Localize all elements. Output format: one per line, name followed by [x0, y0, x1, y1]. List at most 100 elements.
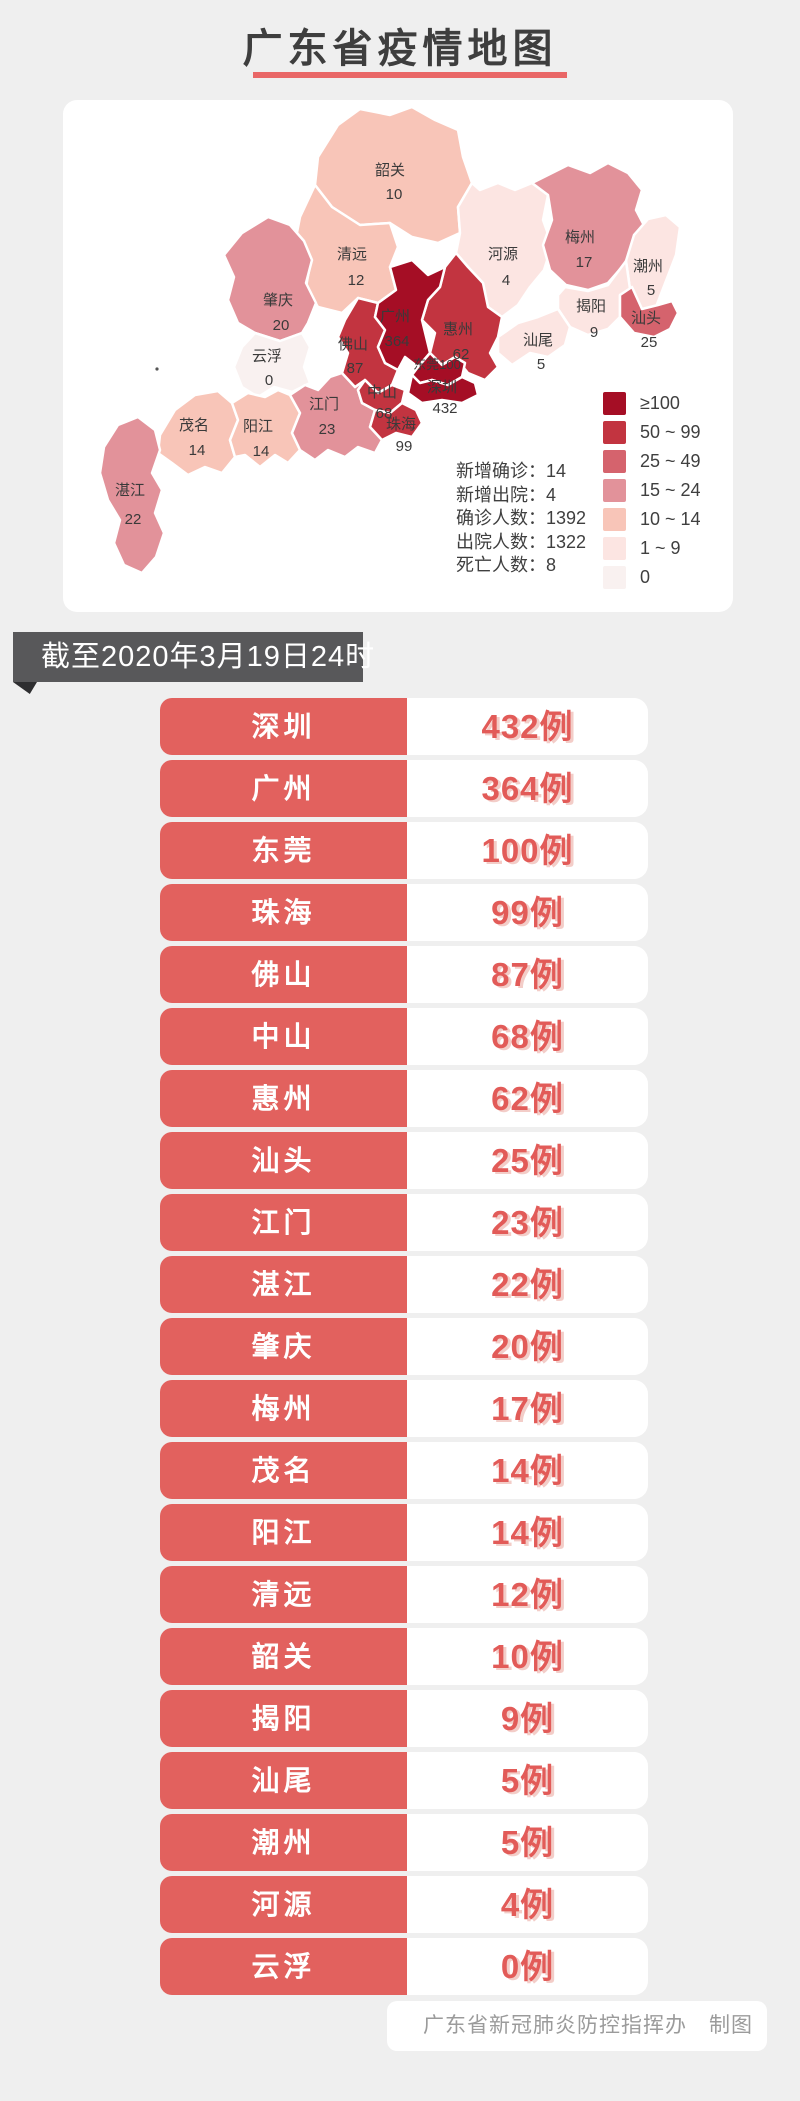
case-count: 14例: [407, 1504, 648, 1561]
title-underline: [253, 72, 567, 78]
table-row: 梅州 17例: [160, 1380, 648, 1437]
table-row: 湛江 22例: [160, 1256, 648, 1313]
legend-label: 0: [640, 567, 651, 587]
city-pill: 汕头: [160, 1132, 407, 1189]
footer-credit: 广东省新冠肺炎防控指挥办 制图: [423, 2014, 753, 2037]
map-label-maoming: 14: [189, 442, 206, 459]
table-row: 惠州 62例: [160, 1070, 648, 1127]
legend-swatch: [603, 421, 626, 444]
footer: 广东省新冠肺炎防控指挥办 制图: [387, 2001, 767, 2051]
map-label-guangzhou: 364: [384, 333, 409, 350]
stat-line: 出院人数：1322: [456, 531, 587, 552]
table-row: 汕尾 5例: [160, 1752, 648, 1809]
city-pill: 清远: [160, 1566, 407, 1623]
city-pill: 汕尾: [160, 1752, 407, 1809]
map-label-shanwei: 汕尾: [523, 332, 553, 349]
map-label-shanwei: 5: [537, 356, 545, 373]
city-pill: 茂名: [160, 1442, 407, 1499]
map-label-zhanjiang: 22: [125, 511, 142, 528]
case-count: 23例: [407, 1194, 648, 1251]
date-ribbon-label: 截至2020年3月19日24时: [41, 641, 376, 673]
map-label-heyuan: 河源: [488, 246, 518, 263]
table-row: 江门 23例: [160, 1194, 648, 1251]
guangdong-choropleth-map: 韶关 10 清远 12 河源 4 梅州 17 潮州 5 揭阳 9 汕尾 5 汕头 25 肇庆 20 云浮 0 茂名 14 阳…: [98, 105, 682, 575]
legend-label: 25 ~ 49: [640, 451, 701, 471]
map-region-guangzhou: [373, 258, 447, 372]
map-label-shaoguan: 韶关: [375, 162, 405, 179]
map-label-yangjiang: 阳江: [243, 418, 273, 435]
legend-swatch: [603, 392, 626, 415]
case-count: 17例: [407, 1380, 648, 1437]
legend-label: 15 ~ 24: [640, 480, 701, 500]
map-label-jiangmen: 23: [319, 421, 336, 438]
city-pill: 韶关: [160, 1628, 407, 1685]
map-label-yangjiang: 14: [253, 443, 270, 460]
page-title: 广东省疫情地图: [242, 27, 558, 71]
legend-label: 1 ~ 9: [640, 538, 681, 558]
map-label-heyuan: 4: [502, 272, 510, 289]
stats-block: 新增确诊：14 新增出院：4 确诊人数：1392 出院人数：1322 死亡人数：8: [456, 460, 586, 578]
case-count: 25例: [407, 1132, 648, 1189]
map-label-dongguan: 东莞100: [413, 357, 461, 372]
legend-item: 50 ~ 99: [603, 421, 701, 444]
case-table: 深圳 432例 广州 364例 东莞 100例 珠海 99例 佛山 87例 中山 68例 惠州 62例 汕头…: [160, 698, 648, 2000]
map-label-zhuhai: 99: [396, 438, 413, 455]
legend-item: 15 ~ 24: [603, 479, 701, 502]
map-label-foshan: 87: [347, 360, 364, 377]
map-legend: ≥100 50 ~ 99 25 ~ 49 15 ~ 24 10 ~ 14 1 ~ 9 0: [603, 392, 701, 595]
table-row: 云浮 0例: [160, 1938, 648, 1995]
city-pill: 佛山: [160, 946, 407, 1003]
map-island-dot: [155, 367, 159, 371]
table-row: 揭阳 9例: [160, 1690, 648, 1747]
map-label-maoming: 茂名: [179, 417, 209, 434]
legend-swatch: [603, 508, 626, 531]
legend-label: ≥100: [640, 393, 680, 413]
table-row: 清远 12例: [160, 1566, 648, 1623]
city-pill: 湛江: [160, 1256, 407, 1313]
case-count: 5例: [407, 1814, 648, 1871]
legend-item: ≥100: [603, 392, 701, 415]
map-label-jieyang: 9: [590, 324, 598, 341]
map-label-zhongshan: 68: [376, 405, 393, 422]
map-label-huizhou: 惠州: [443, 321, 473, 338]
map-region-zhaoqing: [222, 215, 318, 343]
map-label-guangzhou: 广州: [380, 308, 410, 325]
case-count: 99例: [407, 884, 648, 941]
table-row: 潮州 5例: [160, 1814, 648, 1871]
map-label-shantou: 25: [641, 334, 658, 351]
stat-line: 死亡人数：8: [456, 555, 557, 575]
ribbon-fold-icon: [13, 682, 37, 694]
table-row: 韶关 10例: [160, 1628, 648, 1685]
city-pill: 惠州: [160, 1070, 407, 1127]
case-count: 4例: [407, 1876, 648, 1933]
map-label-zhongshan: 中山: [367, 384, 397, 401]
map-label-foshan: 佛山: [338, 336, 368, 353]
city-pill: 东莞: [160, 822, 407, 879]
map-label-chaozhou: 潮州: [633, 258, 663, 275]
city-pill: 梅州: [160, 1380, 407, 1437]
legend-item: 0: [603, 566, 701, 589]
map-region-zhanjiang: [98, 415, 166, 575]
map-region-yunfu: [232, 331, 312, 399]
map-card: 韶关 10 清远 12 河源 4 梅州 17 潮州 5 揭阳 9 汕尾 5 汕头 25 肇庆 20 云浮 0 茂名 14 阳…: [63, 100, 733, 612]
city-pill: 广州: [160, 760, 407, 817]
table-row: 阳江 14例: [160, 1504, 648, 1561]
map-label-shaoguan: 10: [386, 186, 403, 203]
legend-item: 25 ~ 49: [603, 450, 701, 473]
map-label-jieyang: 揭阳: [576, 298, 606, 315]
case-count: 20例: [407, 1318, 648, 1375]
stat-line: 确诊人数：1392: [456, 508, 587, 528]
map-label-shantou: 汕头: [631, 310, 661, 327]
map-label-yunfu: 0: [265, 372, 273, 389]
case-count: 5例: [407, 1752, 648, 1809]
map-label-yunfu: 云浮: [252, 348, 282, 365]
table-row: 肇庆 20例: [160, 1318, 648, 1375]
map-label-shenzhen: 深圳: [427, 379, 457, 396]
map-label-zhaoqing: 20: [273, 317, 290, 334]
legend-swatch: [603, 566, 626, 589]
map-region-shantou: [618, 285, 680, 339]
legend-label: 50 ~ 99: [640, 422, 701, 442]
map-label-meizhou: 梅州: [565, 229, 595, 246]
case-count: 10例: [407, 1628, 648, 1685]
